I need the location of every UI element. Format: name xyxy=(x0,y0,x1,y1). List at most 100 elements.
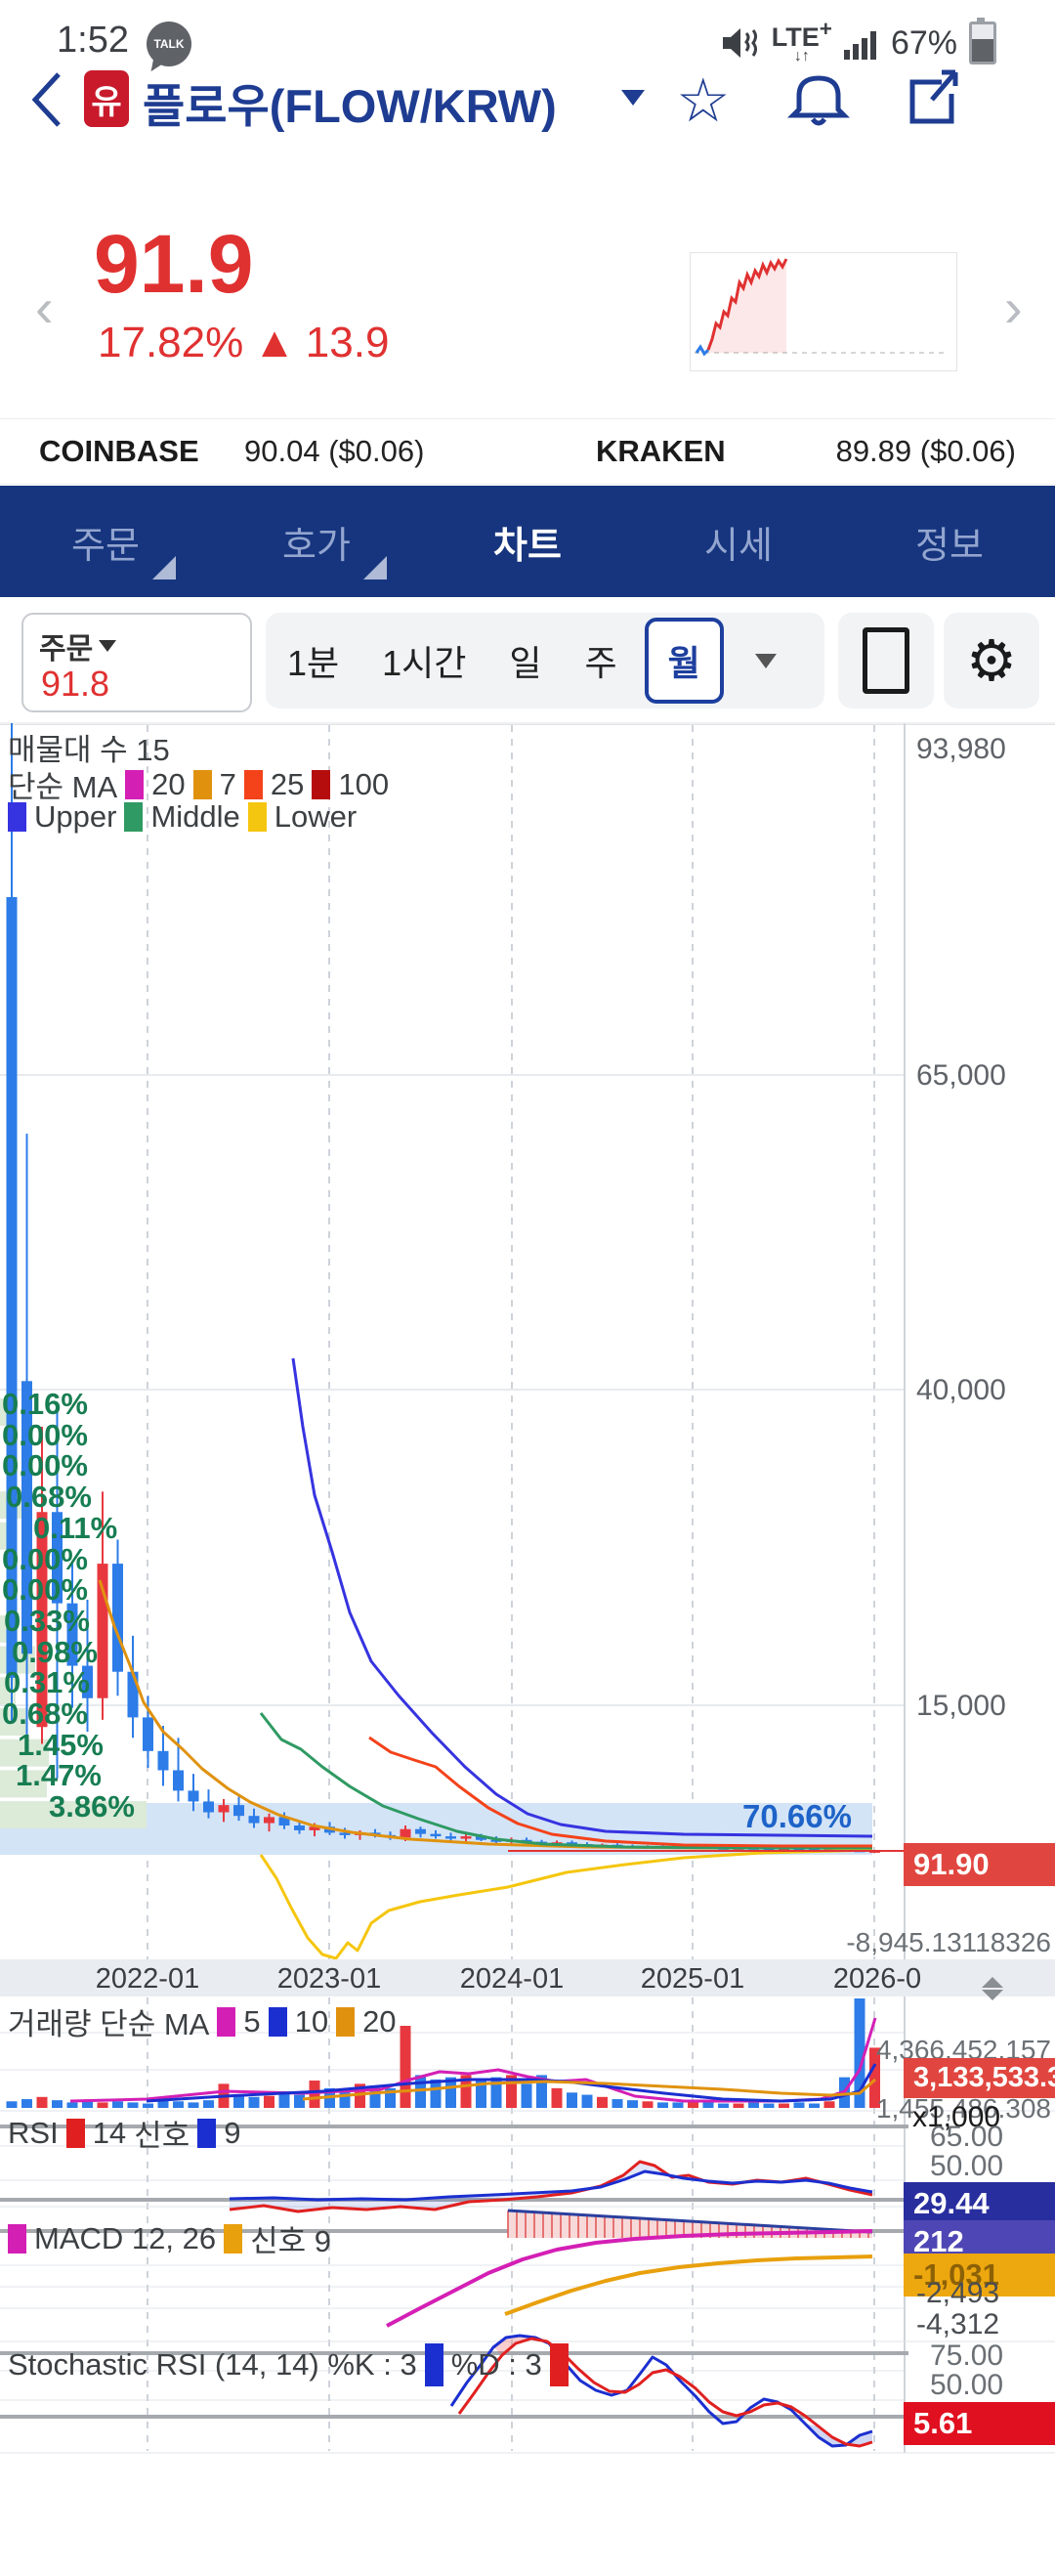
legend-text: Stochastic RSI (14, 14) %K : 3 xyxy=(8,2347,417,2382)
change-percent: 17.82% xyxy=(98,319,244,366)
mini-sparkline xyxy=(690,252,957,371)
tab-info[interactable]: 정보 xyxy=(915,525,984,567)
tab-orderbook[interactable]: 호가 xyxy=(211,486,422,597)
legend-text: %D : 3 xyxy=(450,2347,542,2382)
android-navbar xyxy=(0,2472,1055,2576)
stoch-badge: 5.61 xyxy=(904,2402,1055,2445)
legend-color-block xyxy=(8,2223,26,2254)
alert-bell-button[interactable] xyxy=(787,66,850,129)
legend-text: 10 xyxy=(294,2003,329,2039)
gear-icon: ⚙ xyxy=(966,627,1017,694)
candle-style-icon xyxy=(863,627,909,694)
timeframe-1min[interactable]: 1분 xyxy=(287,643,340,683)
macd-level-label: -4,312 xyxy=(916,2308,1000,2340)
legend-text: Middle xyxy=(150,799,240,834)
back-button[interactable] xyxy=(27,68,66,131)
tab-market[interactable]: 시세 xyxy=(704,525,773,567)
main-tab-bar: 주문 호가 차트 시세 정보 xyxy=(0,486,1055,597)
x-axis-label: 2022-01 xyxy=(95,1963,200,1995)
legend-text: 7 xyxy=(219,766,236,801)
legend-text: 신호 xyxy=(134,2119,190,2153)
rsi-badge: 29.44 xyxy=(904,2182,1055,2225)
legend-color-block xyxy=(312,769,331,799)
timeframe-week[interactable]: 주 xyxy=(584,643,617,683)
volume-profile-pct: 0.98% xyxy=(12,1634,98,1669)
exchange-comparison-row: COINBASE 90.04 ($0.06) KRAKEN 89.89 ($0.… xyxy=(0,418,1055,485)
x-axis-label: 2026-0 xyxy=(832,1963,922,1995)
timeframe-day[interactable]: 일 xyxy=(509,643,542,683)
volume-profile-pct: 1.45% xyxy=(18,1727,104,1762)
legend-text: Upper xyxy=(34,799,117,834)
legend-text: 20 xyxy=(151,766,186,801)
up-arrow-icon: ▲ xyxy=(253,319,296,366)
stoch-legend: Stochastic RSI (14, 14) %K : 3 %D : 3 xyxy=(8,2343,569,2386)
lte-plus-icon: LTE+ ↓↑ xyxy=(771,17,832,64)
rsi-level-label: 50.00 xyxy=(930,2150,1004,2182)
battery-icon xyxy=(969,18,996,64)
rsi-legend: RSI 14 신호 9 xyxy=(8,2111,240,2155)
next-coin-button[interactable]: › xyxy=(1004,277,1023,338)
volume-profile-pct: 3.86% xyxy=(49,1789,135,1825)
timeframe-dropdown-icon[interactable] xyxy=(754,653,777,668)
market-dropdown-icon[interactable] xyxy=(621,90,645,106)
legend-color-block xyxy=(217,2006,236,2037)
volume-profile-pct: 0.11% xyxy=(33,1510,118,1545)
macd-legend: MACD 12, 26 신호 9 xyxy=(8,2216,331,2260)
change-absolute: 13.9 xyxy=(305,319,390,366)
caution-badge: 유 xyxy=(84,70,129,127)
macd-signal-badge: -1,031 xyxy=(904,2254,1055,2297)
order-price-selector[interactable]: 주문 91.8 xyxy=(21,613,252,712)
y-axis-label: 65,000 xyxy=(916,1059,1006,1092)
legend-color-block xyxy=(65,2118,85,2148)
legend-text: 25 xyxy=(270,766,305,801)
legend-text: 신호 9 xyxy=(250,2224,331,2258)
share-button[interactable] xyxy=(899,64,963,129)
legend-text: RSI xyxy=(8,2115,59,2150)
exchange-price: 90.04 ($0.06) xyxy=(244,434,425,468)
status-icons: LTE+ ↓↑ 67% xyxy=(721,17,996,66)
legend-color-block xyxy=(268,2006,287,2037)
ma-legend: 단순 MA 20 7 25 100 xyxy=(8,766,390,805)
legend-color-block xyxy=(192,769,212,799)
tab-chart[interactable]: 차트 xyxy=(493,525,562,567)
volume-profile-highlight-pct: 70.66% xyxy=(742,1798,852,1834)
volume-profile-legend: 매물대 수 15 xyxy=(8,733,170,767)
price-change: 17.82% ▲ 13.9 xyxy=(98,319,389,367)
rsi-level-label: 65.00 xyxy=(930,2121,1004,2153)
legend-text: Lower xyxy=(274,799,358,834)
legend-color-block xyxy=(424,2343,443,2386)
axis-scale-toggle-icon[interactable] xyxy=(982,1966,1003,2011)
x-axis-strip xyxy=(0,1959,1055,1996)
macd-level-label: -2,493 xyxy=(916,2277,1000,2309)
battery-percentage: 67% xyxy=(890,23,957,62)
legend-color-block xyxy=(124,802,144,832)
order-dropdown-icon xyxy=(99,640,117,652)
legend-color-block xyxy=(243,769,263,799)
favorite-button[interactable]: ☆ xyxy=(676,67,731,135)
stoch-level-label: 50.00 xyxy=(930,2369,1004,2401)
volume-multiplier: x1,000 xyxy=(912,2101,1001,2133)
legend-color-block xyxy=(549,2343,569,2386)
timeframe-1hour[interactable]: 1시간 xyxy=(382,643,467,683)
stoch-level-label: 75.00 xyxy=(930,2340,1004,2372)
volume-profile-pct: 0.68% xyxy=(2,1696,88,1731)
x-axis-label: 2023-01 xyxy=(276,1963,382,1995)
volume-profile-pct: 0.33% xyxy=(4,1603,90,1638)
volume-profile-pct: 0.00% xyxy=(2,1417,88,1452)
chart-settings-button[interactable]: ⚙ xyxy=(944,613,1039,708)
page-title[interactable]: 플로우(FLOW/KRW) xyxy=(143,80,557,132)
y-axis-label: 15,000 xyxy=(916,1690,1006,1722)
legend-text: 14 xyxy=(92,2115,127,2150)
legend-text: 9 xyxy=(224,2115,241,2150)
exchange-name: COINBASE xyxy=(39,434,199,468)
volume-profile-pct: 0.00% xyxy=(2,1572,88,1608)
clock: 1:52 xyxy=(57,20,129,61)
tab-order[interactable]: 주문 xyxy=(0,486,211,597)
legend-color-block xyxy=(224,2223,243,2254)
timeframe-month-selected[interactable]: 월 xyxy=(644,618,724,704)
prev-coin-button[interactable]: ‹ xyxy=(35,277,54,338)
exchange-price: 89.89 ($0.06) xyxy=(835,434,1016,468)
chart-style-button[interactable] xyxy=(838,613,934,708)
